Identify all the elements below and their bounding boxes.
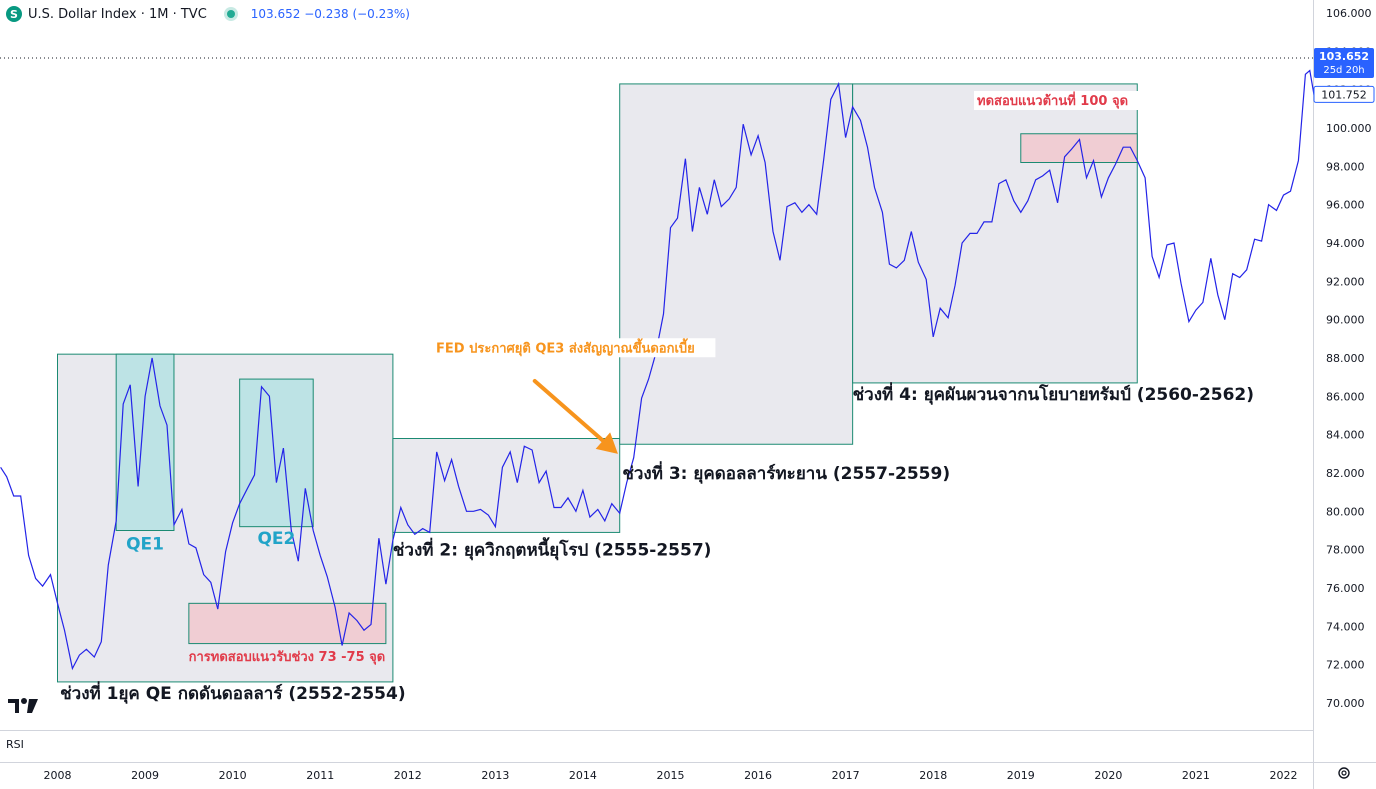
fed-label-bg (421, 338, 716, 358)
tradingview-logo-icon (8, 698, 38, 713)
support-label: การทดสอบแนวรับช่วง 73 -75 จุด (189, 650, 386, 665)
prev-price-text: 101.752 (1321, 88, 1367, 101)
x-tick-label: 2022 (1270, 769, 1298, 782)
x-tick-label: 2021 (1182, 769, 1210, 782)
qe-box-1 (115, 353, 175, 531)
y-tick-label: 92.000 (1326, 275, 1365, 288)
y-tick-label: 90.000 (1326, 314, 1365, 327)
period-label: ช่วงที่ 2: ยุควิกฤตหนี้ยุโรป (2555-2557) (393, 536, 712, 560)
fed-arrow-head (595, 432, 618, 454)
last-price-text: 103.652 (1319, 50, 1369, 63)
y-tick-label: 96.000 (1326, 199, 1365, 212)
symbol-icon[interactable]: S (6, 6, 22, 22)
y-tick-label: 88.000 (1326, 352, 1365, 365)
annotations (57, 83, 1138, 683)
y-tick-label: 86.000 (1326, 390, 1365, 403)
prev-price-badge (1313, 85, 1375, 103)
y-tick-label: 94.000 (1326, 237, 1365, 250)
x-tick-label: 2014 (569, 769, 597, 782)
x-tick-label: 2010 (219, 769, 247, 782)
fed-label: FED ประกาศยุติ QE3 ส่งสัญญาณขึ้นดอกเบี้ย (436, 337, 695, 356)
qe-box-2 (239, 378, 314, 528)
last-price-badge (1314, 48, 1374, 79)
x-tick-label: 2018 (919, 769, 947, 782)
fed-arrow-shaft (532, 379, 605, 443)
y-tick-label: 72.000 (1326, 659, 1365, 672)
y-tick-label: 70.000 (1326, 697, 1365, 710)
y-tick-label: 80.000 (1326, 505, 1365, 518)
market-status-icon (226, 10, 235, 18)
resistance-label-bg (974, 91, 1146, 110)
x-tick-label: 2008 (44, 769, 72, 782)
y-tick-label: 98.000 (1326, 160, 1365, 173)
countdown-text: 25d 20h (1323, 65, 1364, 76)
symbol-title[interactable]: U.S. Dollar Index · 1M · TVC (28, 6, 207, 22)
x-tick-label: 2019 (1007, 769, 1035, 782)
y-tick-label: 76.000 (1326, 582, 1365, 595)
x-tick-label: 2017 (832, 769, 860, 782)
x-tick-label: 2013 (481, 769, 509, 782)
qe-label: QE2 (257, 529, 295, 549)
period-label: ช่วงที่ 3: ยุคดอลลาร์ทะยาน (2557-2559) (622, 461, 950, 484)
period-box-5 (619, 83, 854, 445)
period-box-4 (392, 438, 621, 533)
y-tick-label: 74.000 (1326, 620, 1365, 633)
x-tick-label: 2009 (131, 769, 159, 782)
x-tick-label: 2016 (744, 769, 772, 782)
period-label: ช่วงที่ 1ยุค QE กดดันดอลลาร์ (2552-2554) (60, 681, 405, 704)
y-tick-label: 100.000 (1326, 122, 1372, 135)
chart-header: S U.S. Dollar Index · 1M · TVC 103.652 −… (0, 0, 410, 28)
y-tick-label: 78.000 (1326, 544, 1365, 557)
support-box-3 (188, 602, 387, 645)
resistance-label: ทดสอบแนวต้านที่ 100 จุด (977, 91, 1128, 109)
dxy-series-line (0, 69, 1315, 671)
rsi-pane-label[interactable]: RSI (6, 738, 24, 751)
qe-label: QE1 (126, 535, 164, 555)
x-tick-label: 2011 (306, 769, 334, 782)
period-box-6 (852, 83, 1138, 384)
y-tick-label: 84.000 (1326, 429, 1365, 442)
period-label: ช่วงที่ 4: ยุคผันผวนจากนโยบายทรัมป์ (256… (853, 382, 1254, 405)
x-tick-label: 2012 (394, 769, 422, 782)
support-box-7 (1020, 133, 1138, 163)
settings-gear-icon[interactable] (1336, 766, 1352, 782)
y-tick-label: 106.000 (1326, 7, 1372, 20)
price-quote: 103.652 −0.238 (−0.23%) (250, 7, 410, 21)
x-tick-label: 2020 (1094, 769, 1122, 782)
x-tick-label: 2015 (657, 769, 685, 782)
y-tick-label: 82.000 (1326, 467, 1365, 480)
